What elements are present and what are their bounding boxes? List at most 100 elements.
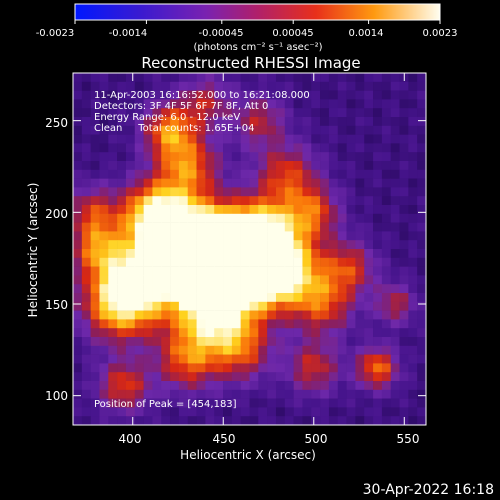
heatmap-cell [117,266,127,276]
heatmap-cell [143,125,153,135]
heatmap-cell [81,381,91,391]
heatmap-cell [355,372,365,382]
heatmap-cell [240,293,250,303]
heatmap-cell [170,416,180,426]
heatmap-cell [231,222,241,232]
heatmap-cell [108,407,118,417]
heatmap-cell [320,178,330,188]
heatmap-cell [108,134,118,144]
heatmap-cell [311,143,321,153]
heatmap-cell [99,275,109,285]
heatmap-cell [143,293,153,303]
heatmap-cell [231,301,241,311]
heatmap-cell [284,178,294,188]
heatmap-cell [373,205,383,215]
heatmap-cell [240,345,250,355]
heatmap-cell [364,108,374,118]
heatmap-cell [337,196,347,206]
heatmap-cell [346,310,356,320]
heatmap-cell [134,310,144,320]
heatmap-cell [99,345,109,355]
heatmap-cell [284,117,294,127]
heatmap-cell [117,381,127,391]
heatmap-cell [143,187,153,197]
heatmap-cell [364,196,374,206]
heatmap-cell [320,301,330,311]
heatmap-cell [214,240,224,250]
heatmap-cell [73,125,83,135]
heatmap-cell [108,363,118,373]
heatmap-cell [311,249,321,259]
heatmap-cell [328,196,339,206]
heatmap-cell [293,284,303,294]
heatmap-cell [399,257,409,267]
heatmap-cell [240,152,250,162]
heatmap-cell [328,407,339,417]
heatmap-cell [161,398,171,408]
heatmap-cell [337,284,347,294]
heatmap-cell [134,169,144,179]
heatmap-cell [81,345,91,355]
heatmap-cell [293,337,303,347]
heatmap-cell [125,372,136,382]
heatmap-cell [231,81,241,91]
heatmap-cell [214,363,224,373]
heatmap-cell [108,213,118,223]
heatmap-cell [302,117,312,127]
heatmap-cell [99,117,109,127]
heatmap-cell [364,284,374,294]
heatmap-cell [399,108,409,118]
heatmap-cell [170,108,180,118]
heatmap-cell [125,73,136,83]
heatmap-cell [320,108,330,118]
heatmap-cell [258,293,268,303]
heatmap-cell [275,134,286,144]
heatmap-cell [196,319,206,329]
heatmap-cell [390,169,400,179]
heatmap-cell [99,363,109,373]
heatmap-cell [161,117,171,127]
heatmap-cell [328,81,339,91]
heatmap-cell [337,293,347,303]
heatmap-cell [249,117,259,127]
heatmap-cell [284,134,294,144]
heatmap-cell [117,108,127,118]
heatmap-cell [311,90,321,100]
heatmap-cell [311,196,321,206]
heatmap-cell [152,293,162,303]
heatmap-cell [267,117,277,127]
heatmap-cell [187,99,197,109]
heatmap-cell [90,196,100,206]
heatmap-cell [293,407,303,417]
heatmap-cell [293,354,303,364]
heatmap-cell [231,90,241,100]
heatmap-cell [214,266,224,276]
heatmap-cell [161,169,171,179]
heatmap-cell [399,213,409,223]
heatmap-cell [161,363,171,373]
heatmap-cell [99,205,109,215]
heatmap-cell [275,293,286,303]
heatmap-cell [170,301,180,311]
heatmap-cell [337,117,347,127]
heatmap-cell [355,249,365,259]
heatmap-cell [328,222,339,232]
heatmap-cell [214,389,224,399]
heatmap-cell [152,143,162,153]
heatmap-cell [381,337,392,347]
heatmap-cell [205,301,215,311]
heatmap-cell [196,363,206,373]
heatmap-cell [90,99,100,109]
heatmap-cell [99,152,109,162]
heatmap-cell [178,249,189,259]
heatmap-cell [267,363,277,373]
heatmap-cell [311,354,321,364]
heatmap-cell [258,319,268,329]
heatmap-cell [81,372,91,382]
heatmap-cell [328,205,339,215]
heatmap-cell [267,257,277,267]
heatmap-cell [99,293,109,303]
heatmap-cell [214,178,224,188]
heatmap-cell [275,143,286,153]
heatmap-cell [73,196,83,206]
